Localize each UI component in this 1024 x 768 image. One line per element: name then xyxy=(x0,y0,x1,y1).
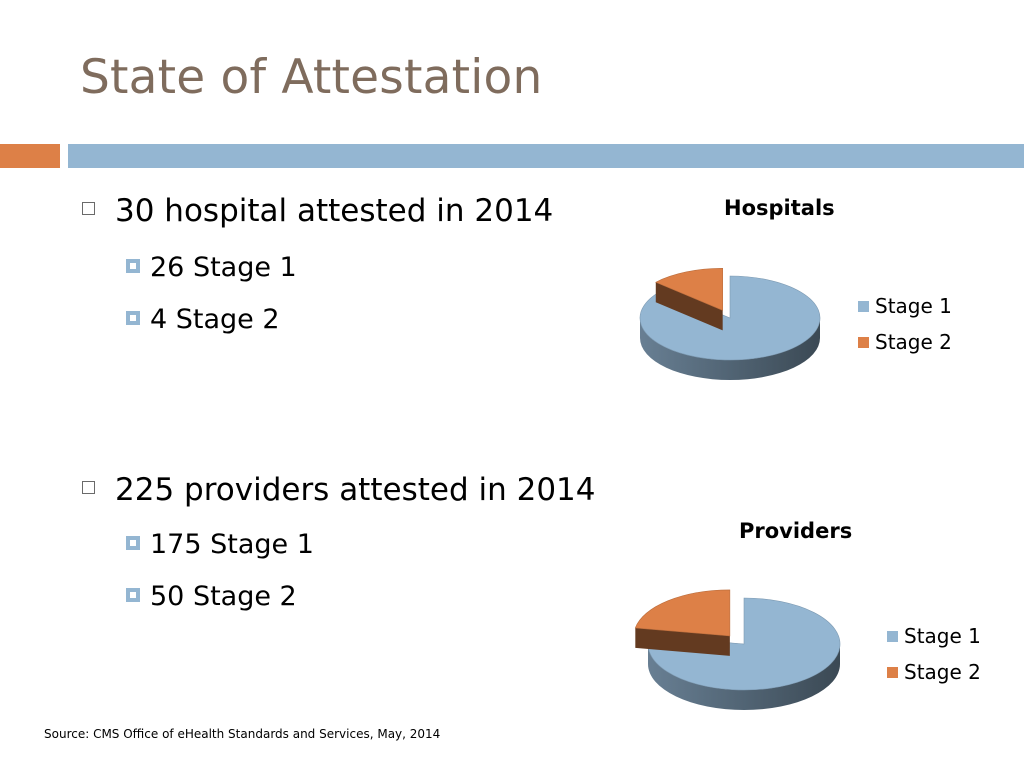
pie-chart-providers-svg xyxy=(634,589,841,710)
square-bullet-icon xyxy=(126,588,140,602)
pie-side-wall xyxy=(635,627,730,656)
chart-title-hospitals: Hospitals xyxy=(724,196,835,220)
bullet-providers: 225 providers attested in 2014 xyxy=(82,475,596,506)
legend-swatch-stage1 xyxy=(858,301,869,312)
square-bullet-icon xyxy=(126,311,140,325)
legend-providers: Stage 1 Stage 2 xyxy=(887,618,981,690)
sub-bullet-providers-stage2: 50 Stage 2 xyxy=(126,583,297,610)
slide-title: State of Attestation xyxy=(80,50,543,105)
pie-slice-stage2 xyxy=(655,268,723,331)
legend-label: Stage 1 xyxy=(875,294,952,318)
sub-bullet-providers-stage1: 175 Stage 1 xyxy=(126,531,314,558)
legend-item-stage2: Stage 2 xyxy=(858,324,952,360)
pie-slice-top xyxy=(634,589,731,637)
sub-bullet-text: 26 Stage 1 xyxy=(150,252,297,283)
legend-label: Stage 1 xyxy=(904,624,981,648)
square-bullet-icon xyxy=(126,536,140,550)
legend-label: Stage 2 xyxy=(875,330,952,354)
source-note: Source: CMS Office of eHealth Standards … xyxy=(44,727,441,741)
square-bullet-icon xyxy=(126,259,140,273)
header-band-accent xyxy=(0,144,60,168)
pie-rim xyxy=(648,644,840,710)
sub-bullet-text: 50 Stage 2 xyxy=(150,581,297,612)
legend-swatch-stage2 xyxy=(887,667,898,678)
pie-slice-top xyxy=(655,268,723,311)
bullet-providers-text: 225 providers attested in 2014 xyxy=(115,472,596,508)
legend-item-stage1: Stage 1 xyxy=(858,288,952,324)
legend-swatch-stage2 xyxy=(858,337,869,348)
sub-bullet-text: 4 Stage 2 xyxy=(150,304,280,335)
pie-rim xyxy=(640,318,820,380)
legend-item-stage1: Stage 1 xyxy=(887,618,981,654)
bullet-hospitals: 30 hospital attested in 2014 xyxy=(82,196,553,227)
sub-bullet-hospitals-stage1: 26 Stage 1 xyxy=(126,254,297,281)
bullet-hospitals-text: 30 hospital attested in 2014 xyxy=(115,193,554,229)
bullet-list: 30 hospital attested in 2014 26 Stage 1 … xyxy=(82,196,596,610)
chart-title-providers: Providers xyxy=(739,519,853,543)
legend-hospitals: Stage 1 Stage 2 xyxy=(858,288,952,360)
pie-slice-stage2 xyxy=(634,589,731,656)
hollow-square-bullet-icon xyxy=(82,481,95,494)
pie-chart-providers xyxy=(612,572,872,727)
legend-item-stage2: Stage 2 xyxy=(887,654,981,690)
pie-slice-top xyxy=(639,275,821,361)
pie-chart-hospitals xyxy=(620,250,840,400)
sub-bullet-hospitals-stage2: 4 Stage 2 xyxy=(126,306,280,333)
legend-swatch-stage1 xyxy=(887,631,898,642)
pie-side-wall xyxy=(655,282,723,331)
hollow-square-bullet-icon xyxy=(82,202,95,215)
legend-label: Stage 2 xyxy=(904,660,981,684)
pie-slice-top xyxy=(647,597,841,691)
sub-bullet-text: 175 Stage 1 xyxy=(150,529,314,560)
header-band xyxy=(68,144,1024,168)
pie-chart-hospitals-svg xyxy=(639,268,821,380)
